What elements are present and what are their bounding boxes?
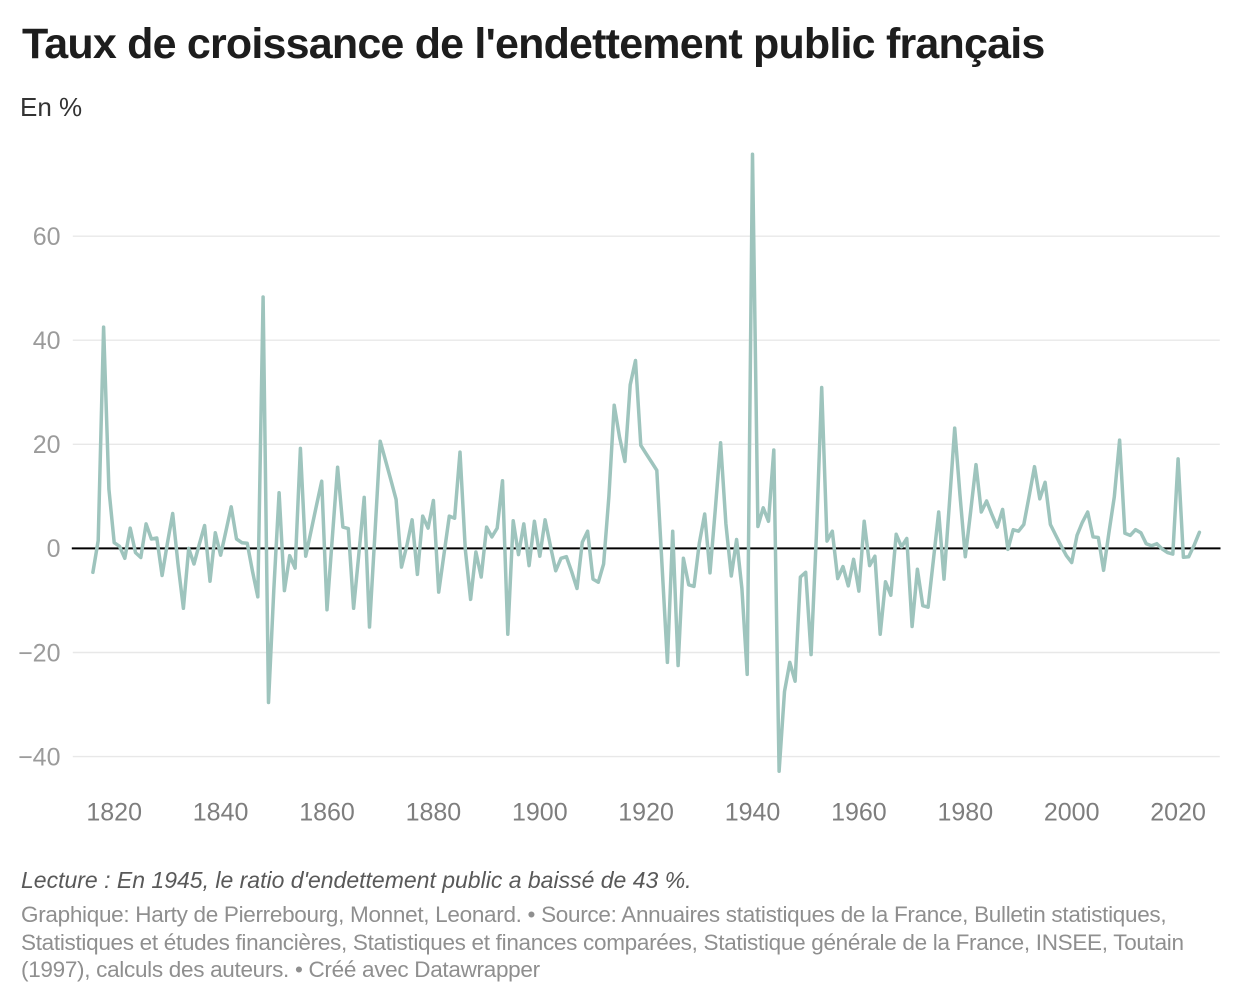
svg-text:1920: 1920 [618,799,674,827]
svg-text:2000: 2000 [1044,799,1100,827]
svg-text:60: 60 [33,223,61,251]
svg-text:1880: 1880 [406,799,462,827]
svg-text:2020: 2020 [1150,799,1206,827]
svg-text:1900: 1900 [512,799,568,827]
svg-text:1860: 1860 [299,799,355,827]
svg-text:1940: 1940 [725,799,781,827]
svg-text:20: 20 [33,431,61,459]
svg-text:1960: 1960 [831,799,887,827]
svg-text:0: 0 [47,535,61,563]
svg-text:−40: −40 [18,743,60,771]
svg-text:1980: 1980 [937,799,993,827]
svg-text:40: 40 [33,327,61,355]
svg-text:−20: −20 [18,639,60,667]
svg-text:1840: 1840 [193,799,249,827]
svg-text:1820: 1820 [86,799,142,827]
